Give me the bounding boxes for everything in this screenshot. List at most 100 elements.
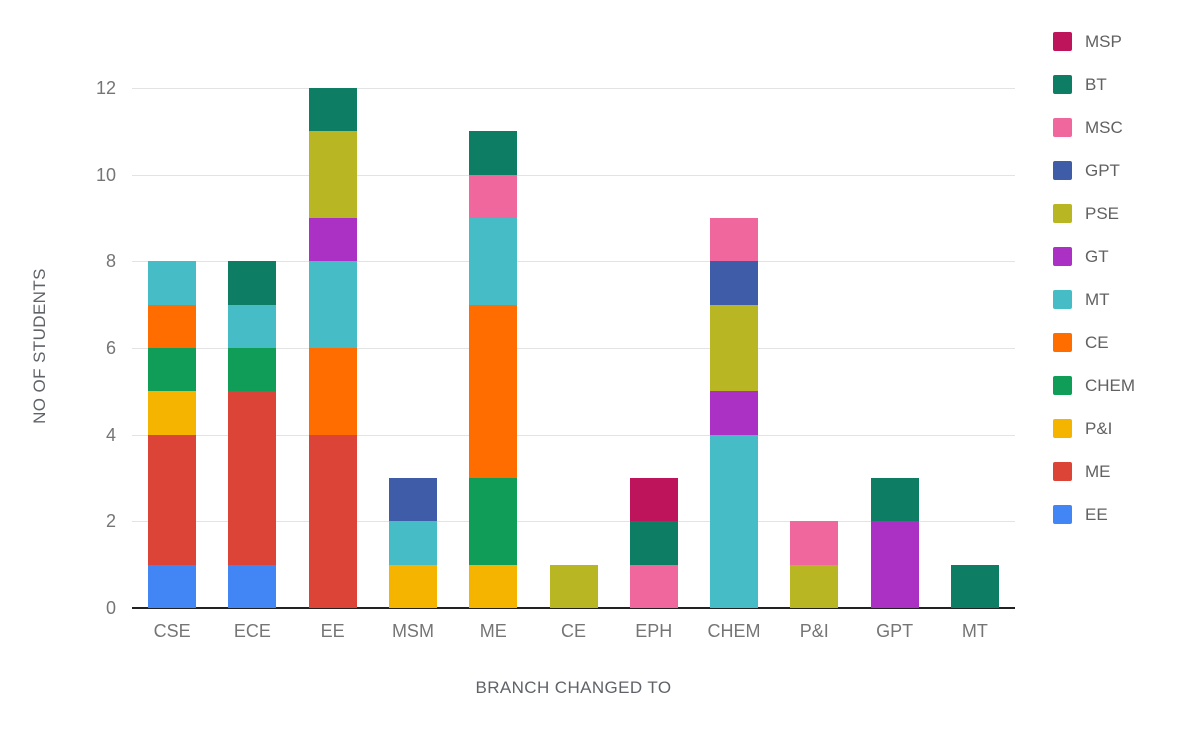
legend-item-me[interactable]: ME <box>1053 460 1135 483</box>
legend-label: ME <box>1085 461 1111 481</box>
legend-label: CE <box>1085 332 1109 352</box>
legend-label: P&I <box>1085 418 1113 438</box>
legend-item-gpt[interactable]: GPT <box>1053 159 1135 182</box>
x-tick-label: CHEM <box>707 621 761 641</box>
bar-segment-ece-me[interactable] <box>228 391 277 565</box>
bar-segment-ee-ce[interactable] <box>308 348 357 435</box>
bar-segment-cse-pandi[interactable] <box>148 391 197 435</box>
legend-item-mt[interactable]: MT <box>1053 288 1135 311</box>
y-tick-label: 8 <box>105 251 116 272</box>
legend-label: GPT <box>1085 160 1120 180</box>
x-tick-label: MT <box>961 621 988 641</box>
legend-swatch <box>1053 505 1072 524</box>
x-tick-label: EE <box>320 621 345 641</box>
x-axis-title: BRANCH CHANGED TO <box>475 678 672 697</box>
y-axis-title: NO OF STUDENTS <box>30 268 49 424</box>
bar-segment-cse-ee[interactable] <box>148 564 197 608</box>
bar-segment-ce-pse[interactable] <box>549 564 598 608</box>
x-tick-label: EPH <box>635 621 673 641</box>
legend-item-pandi[interactable]: P&I <box>1053 417 1135 440</box>
legend-swatch <box>1053 290 1072 309</box>
bar-segment-cse-me[interactable] <box>148 434 197 565</box>
bar-segment-cse-mt[interactable] <box>148 261 197 305</box>
bar-segment-me-bt[interactable] <box>469 131 518 175</box>
bar-segment-ece-ee[interactable] <box>228 564 277 608</box>
legend-swatch <box>1053 419 1072 438</box>
bar-segment-eph-bt[interactable] <box>629 521 678 565</box>
x-tick-label: CSE <box>153 621 191 641</box>
bar-segment-ee-me[interactable] <box>308 434 357 608</box>
legend-label: BT <box>1085 74 1107 94</box>
bar-segment-msm-pandi[interactable] <box>388 564 437 608</box>
bar-segment-cse-ce[interactable] <box>148 304 197 348</box>
bar-segment-chem-gpt[interactable] <box>710 261 759 305</box>
bar-segment-gpt-gt[interactable] <box>870 521 919 608</box>
bar-segment-chem-mt[interactable] <box>710 434 759 608</box>
legend-swatch <box>1053 118 1072 137</box>
bar-segment-msm-mt[interactable] <box>388 521 437 565</box>
legend-label: CHEM <box>1085 375 1136 395</box>
bar-segment-me-ce[interactable] <box>469 304 518 478</box>
bar-segment-me-msc[interactable] <box>469 174 518 218</box>
x-tick-label: CE <box>560 621 586 641</box>
bar-segment-ee-bt[interactable] <box>308 88 357 132</box>
y-tick-label: 2 <box>105 511 116 532</box>
x-tick-label: P&I <box>799 621 829 641</box>
legend-item-pse[interactable]: PSE <box>1053 202 1135 225</box>
bar-segment-cse-chem[interactable] <box>148 348 197 392</box>
bar-segment-me-pandi[interactable] <box>469 564 518 608</box>
legend-swatch <box>1053 247 1072 266</box>
bar-segment-ece-bt[interactable] <box>228 261 277 305</box>
legend-item-ce[interactable]: CE <box>1053 331 1135 354</box>
legend-label: GT <box>1085 246 1109 266</box>
y-tick-label: 6 <box>105 338 116 358</box>
x-tick-label: MSM <box>391 621 434 641</box>
bar-segment-chem-msc[interactable] <box>710 218 759 262</box>
legend-swatch <box>1053 462 1072 481</box>
bar-segment-pandi-pse[interactable] <box>790 564 839 608</box>
legend-item-bt[interactable]: BT <box>1053 73 1135 96</box>
legend-swatch <box>1053 75 1072 94</box>
legend-swatch <box>1053 32 1072 51</box>
bar-segment-eph-msp[interactable] <box>629 478 678 522</box>
legend-label: MT <box>1085 289 1110 309</box>
legend-item-gt[interactable]: GT <box>1053 245 1135 268</box>
bar-segment-eph-msc[interactable] <box>629 564 678 608</box>
legend-swatch <box>1053 161 1072 180</box>
y-tick-label: 4 <box>105 424 116 445</box>
bar-segment-ece-chem[interactable] <box>228 348 277 392</box>
legend: MSP BT MSC GPT PSE GT MT CE CHEM P&I ME EE <box>1053 30 1135 526</box>
bar-segment-me-mt[interactable] <box>469 218 518 305</box>
gridline <box>132 174 1015 176</box>
gridline <box>132 434 1015 436</box>
bar-segment-msm-gpt[interactable] <box>388 478 437 522</box>
legend-label: MSP <box>1085 31 1122 51</box>
bar-segment-mt-bt[interactable] <box>950 564 999 608</box>
legend-label: PSE <box>1085 203 1120 223</box>
bar-segment-ee-mt[interactable] <box>308 261 357 348</box>
bar-segment-me-chem[interactable] <box>469 478 518 565</box>
legend-item-msp[interactable]: MSP <box>1053 30 1135 53</box>
bar-segment-gpt-bt[interactable] <box>870 478 919 522</box>
legend-label: EE <box>1085 504 1108 524</box>
bar-segment-chem-pse[interactable] <box>710 304 759 392</box>
legend-item-msc[interactable]: MSC <box>1053 116 1135 139</box>
bar-segment-ee-gt[interactable] <box>308 218 357 262</box>
plot-area: 0 2 4 6 8 10 12 CSE ECE EE MSM ME CE EPH CHEM P&I GPT MT <box>96 79 1015 641</box>
bar-segment-ee-pse[interactable] <box>308 131 357 218</box>
gridline <box>132 88 1015 89</box>
x-tick-label: GPT <box>876 621 914 641</box>
legend-item-chem[interactable]: CHEM <box>1053 374 1135 397</box>
legend-item-ee[interactable]: EE <box>1053 503 1135 526</box>
x-tick-label: ECE <box>233 621 271 641</box>
legend-label: MSC <box>1085 117 1123 137</box>
bar-segment-chem-gt[interactable] <box>710 391 759 435</box>
y-tick-label: 12 <box>95 78 116 98</box>
bar-segment-ece-mt[interactable] <box>228 304 277 348</box>
bar-segment-pandi-msc[interactable] <box>790 521 839 565</box>
legend-swatch <box>1053 376 1072 395</box>
gridline <box>132 521 1015 523</box>
gridline <box>132 261 1015 263</box>
gridline <box>132 348 1015 349</box>
